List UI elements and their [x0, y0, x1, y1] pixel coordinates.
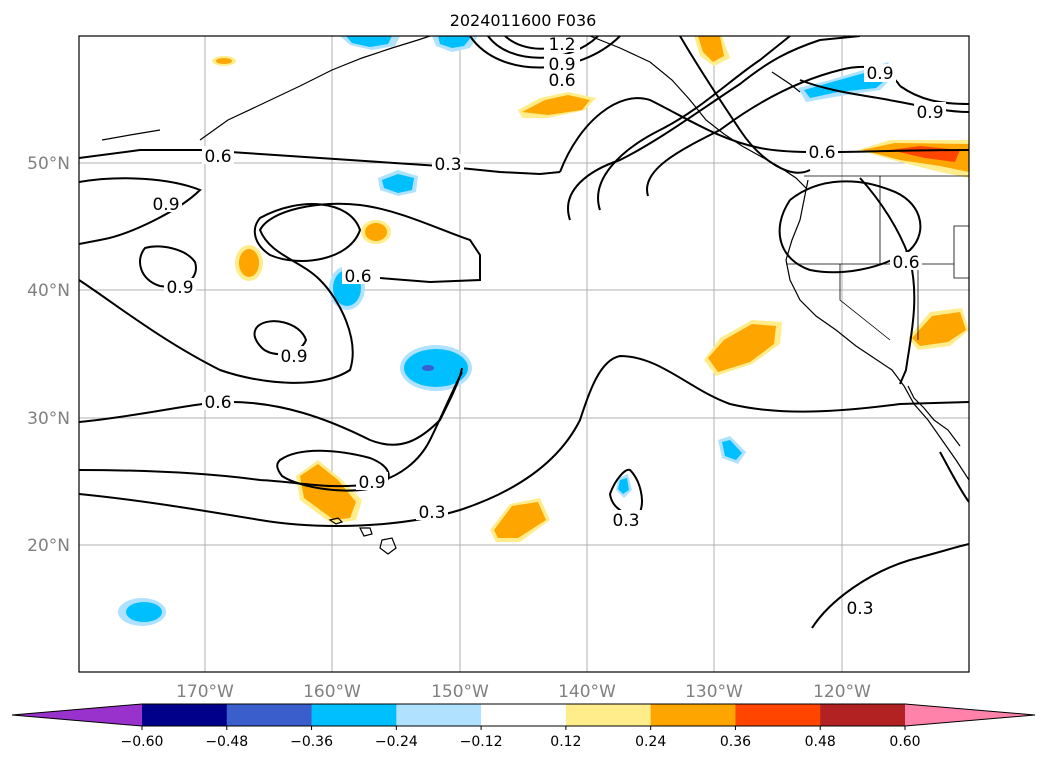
colorbar-segment — [735, 704, 821, 726]
longitude-labels: 170°W 160°W 150°W 140°W 130°W 120°W — [176, 682, 871, 702]
contour-label: 0.9 — [280, 347, 307, 367]
contour-label: 0.9 — [358, 473, 385, 493]
contour-label: 0.6 — [204, 393, 231, 413]
lon-label: 170°W — [176, 682, 234, 702]
colorbar-labels: −0.60 −0.48 −0.36 −0.24 −0.12 0.12 0.24 0.36 0.4… — [121, 726, 921, 750]
colorbar-tick-label: 0.36 — [720, 734, 751, 750]
colorbar-segment — [650, 704, 736, 726]
contour-label: 0.9 — [166, 278, 193, 298]
colorbar-tick-label: 0.48 — [805, 734, 836, 750]
contour-label: 0.6 — [808, 143, 835, 163]
contour-label: 0.9 — [916, 103, 943, 123]
colorbar-tick-label: −0.48 — [205, 734, 248, 750]
colorbar-tick-label: −0.12 — [460, 734, 503, 750]
lon-label: 130°W — [685, 682, 743, 702]
lon-label: 140°W — [558, 682, 616, 702]
colorbar-segment — [481, 704, 567, 726]
map-content: 1.2 0.9 0.6 0.9 0.9 0.6 0.3 0.6 0.9 0.6 … — [79, 35, 969, 672]
lat-label: 50°N — [27, 154, 70, 174]
contour-label: 0.3 — [612, 511, 639, 531]
colorbar-segment — [226, 704, 313, 726]
map-frame — [78, 35, 970, 673]
colorbar-segment — [311, 704, 397, 726]
contour-label: 0.3 — [418, 503, 445, 523]
contour-labels: 1.2 0.9 0.6 0.9 0.9 0.6 0.3 0.6 0.9 0.6 … — [150, 35, 946, 619]
lon-label: 150°W — [431, 682, 489, 702]
colorbar-segment — [142, 704, 228, 726]
contour-label: 0.9 — [152, 195, 179, 215]
colorbar-extend-low — [12, 704, 142, 726]
contour-label: 0.9 — [548, 55, 575, 75]
latitude-labels: 50°N 40°N 30°N 20°N — [27, 154, 70, 556]
lat-label: 30°N — [27, 409, 70, 429]
contour-label: 0.6 — [548, 71, 575, 91]
colorbar-tick-label: 0.12 — [550, 734, 581, 750]
contour-label: 0.6 — [204, 147, 231, 167]
colorbar-tick-label: −0.24 — [375, 734, 418, 750]
political-borders — [786, 175, 969, 341]
colorbar-tick-label: 0.24 — [635, 734, 666, 750]
contour-label: 0.3 — [434, 155, 461, 175]
colorbar-tick-label: 0.60 — [889, 734, 920, 750]
lat-label: 20°N — [27, 536, 70, 556]
lat-label: 40°N — [27, 281, 70, 301]
map-title: 2024011600 F036 — [450, 11, 597, 30]
lon-label: 160°W — [303, 682, 361, 702]
contour-label: 0.6 — [344, 267, 371, 287]
contours — [79, 36, 969, 629]
colorbar-tick-label: −0.36 — [290, 734, 333, 750]
contour-label: 0.6 — [892, 253, 919, 273]
colorbar-segment — [565, 704, 652, 726]
coastlines — [101, 36, 969, 555]
contour-label: 1.2 — [548, 35, 575, 55]
colorbar-segment — [820, 704, 906, 726]
contour-label: 0.9 — [866, 64, 893, 84]
contour-label: 0.3 — [846, 599, 873, 619]
lon-label: 120°W — [813, 682, 871, 702]
colorbar-extend-high — [905, 704, 1035, 726]
colorbar — [11, 703, 1036, 727]
colorbar-tick-label: −0.60 — [121, 734, 164, 750]
colorbar-segment — [396, 704, 482, 726]
